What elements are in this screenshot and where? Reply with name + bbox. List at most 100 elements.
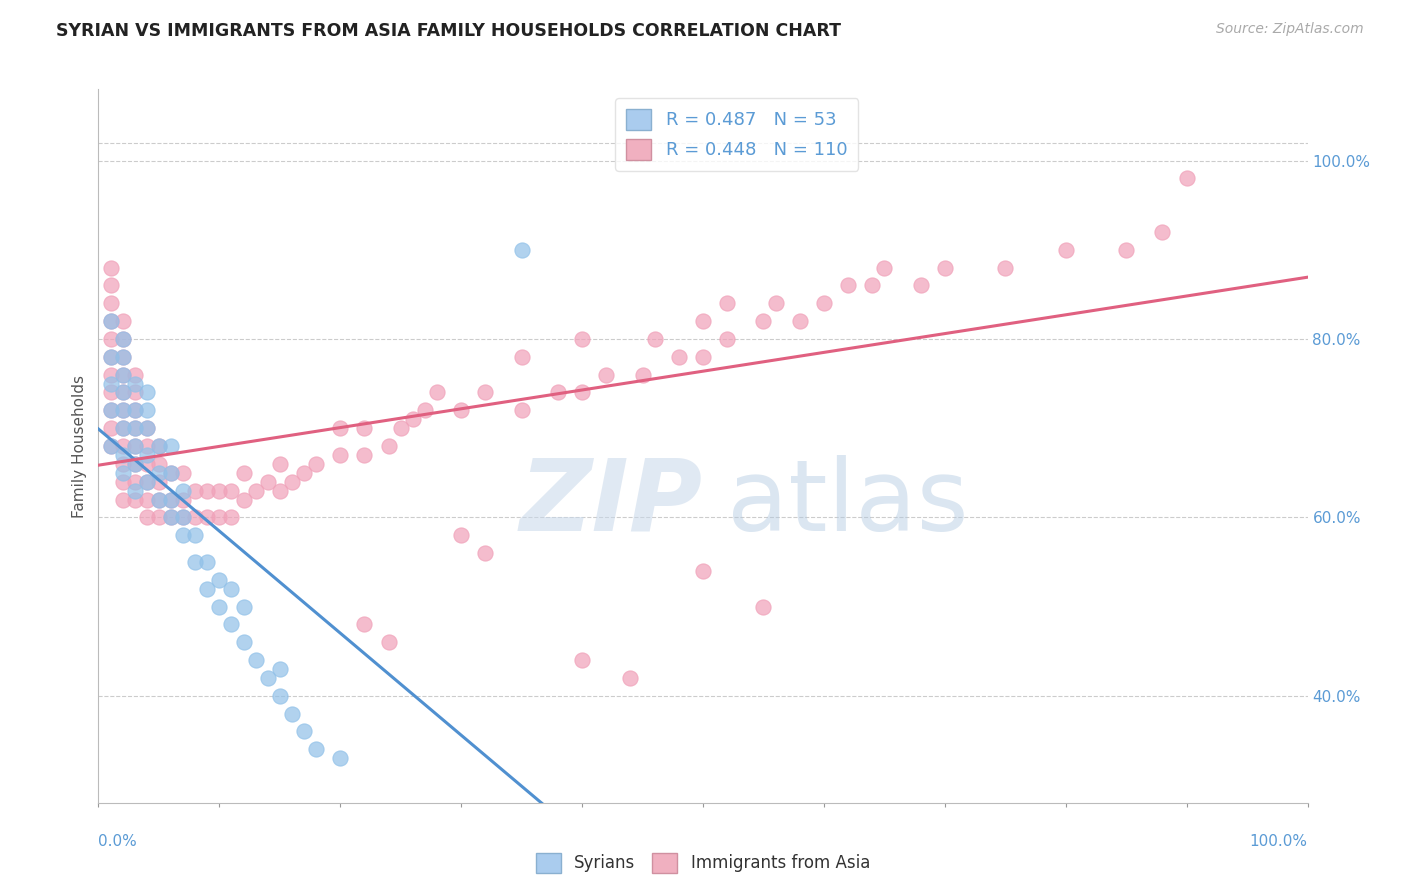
- Point: [124, 376, 146, 391]
- Point: [148, 439, 170, 453]
- Point: [111, 350, 134, 364]
- Point: [1152, 225, 1174, 239]
- Text: atlas: atlas: [727, 455, 969, 551]
- Point: [111, 448, 134, 462]
- Point: [232, 599, 254, 614]
- Point: [100, 260, 122, 275]
- Point: [547, 385, 569, 400]
- Point: [195, 510, 218, 524]
- Point: [160, 510, 183, 524]
- Point: [221, 510, 243, 524]
- Point: [148, 466, 170, 480]
- Point: [752, 314, 775, 328]
- Point: [111, 368, 134, 382]
- Text: SYRIAN VS IMMIGRANTS FROM ASIA FAMILY HOUSEHOLDS CORRELATION CHART: SYRIAN VS IMMIGRANTS FROM ASIA FAMILY HO…: [56, 22, 841, 40]
- Point: [172, 492, 194, 507]
- Point: [124, 403, 146, 417]
- Point: [281, 475, 304, 489]
- Point: [100, 296, 122, 310]
- Point: [100, 368, 122, 382]
- Point: [148, 475, 170, 489]
- Point: [172, 483, 194, 498]
- Point: [292, 724, 315, 739]
- Point: [329, 448, 352, 462]
- Point: [619, 671, 641, 685]
- Point: [148, 492, 170, 507]
- Point: [124, 385, 146, 400]
- Point: [329, 421, 352, 435]
- Point: [184, 528, 207, 542]
- Point: [450, 403, 472, 417]
- Point: [208, 599, 231, 614]
- Point: [111, 403, 134, 417]
- Point: [100, 314, 122, 328]
- Point: [100, 439, 122, 453]
- Point: [631, 368, 654, 382]
- Point: [910, 278, 932, 293]
- Point: [305, 457, 328, 471]
- Point: [148, 457, 170, 471]
- Point: [377, 635, 399, 649]
- Y-axis label: Family Households: Family Households: [72, 375, 87, 517]
- Point: [860, 278, 883, 293]
- Point: [124, 421, 146, 435]
- Point: [474, 546, 496, 560]
- Point: [100, 421, 122, 435]
- Point: [256, 671, 278, 685]
- Point: [184, 510, 207, 524]
- Point: [135, 439, 157, 453]
- Point: [111, 457, 134, 471]
- Point: [135, 475, 157, 489]
- Point: [148, 510, 170, 524]
- Point: [148, 492, 170, 507]
- Point: [135, 421, 157, 435]
- Point: [195, 582, 218, 596]
- Point: [172, 510, 194, 524]
- Point: [474, 385, 496, 400]
- Point: [172, 528, 194, 542]
- Point: [111, 350, 134, 364]
- Point: [172, 466, 194, 480]
- Point: [208, 483, 231, 498]
- Point: [100, 278, 122, 293]
- Point: [752, 599, 775, 614]
- Text: 0.0%: 0.0%: [98, 834, 138, 849]
- Point: [111, 421, 134, 435]
- Point: [269, 483, 291, 498]
- Point: [111, 492, 134, 507]
- Point: [184, 483, 207, 498]
- Point: [111, 385, 134, 400]
- Point: [172, 510, 194, 524]
- Point: [208, 573, 231, 587]
- Point: [837, 278, 859, 293]
- Point: [765, 296, 787, 310]
- Point: [124, 368, 146, 382]
- Point: [195, 483, 218, 498]
- Point: [111, 368, 134, 382]
- Point: [160, 492, 183, 507]
- Point: [510, 350, 533, 364]
- Point: [402, 412, 425, 426]
- Point: [245, 483, 267, 498]
- Point: [571, 385, 593, 400]
- Point: [232, 635, 254, 649]
- Point: [160, 466, 183, 480]
- Point: [184, 555, 207, 569]
- Point: [111, 439, 134, 453]
- Point: [111, 385, 134, 400]
- Point: [100, 403, 122, 417]
- Text: Source: ZipAtlas.com: Source: ZipAtlas.com: [1216, 22, 1364, 37]
- Point: [269, 457, 291, 471]
- Point: [160, 492, 183, 507]
- Point: [135, 457, 157, 471]
- Point: [269, 689, 291, 703]
- Point: [571, 653, 593, 667]
- Point: [100, 332, 122, 346]
- Point: [1175, 171, 1198, 186]
- Point: [281, 706, 304, 721]
- Point: [1115, 243, 1137, 257]
- Point: [135, 421, 157, 435]
- Point: [135, 448, 157, 462]
- Point: [124, 457, 146, 471]
- Point: [595, 368, 617, 382]
